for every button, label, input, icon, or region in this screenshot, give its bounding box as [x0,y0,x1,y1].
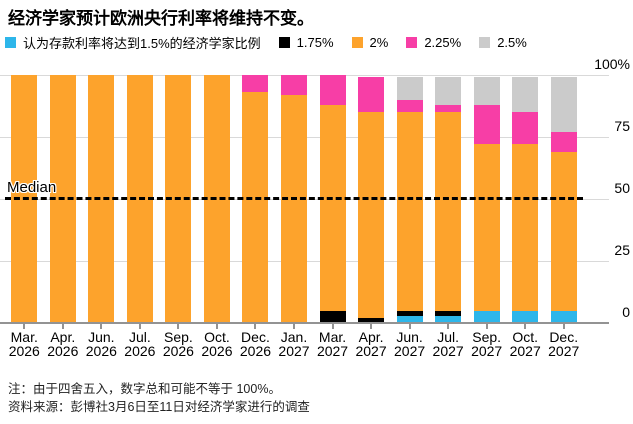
bar-segment [242,92,269,323]
bar-segment [550,132,577,152]
bar-segment [281,75,307,95]
bar-segment [396,315,423,323]
x-axis-label: Apr. 2027 [355,329,387,359]
bar-segment [473,144,500,311]
x-axis-label: Jul. 2027 [432,329,464,359]
y-axis-label: 0 [622,304,630,320]
x-axis-label: Oct. 2026 [201,329,233,359]
legend-label: 2% [369,35,389,50]
bar-segment [473,310,500,323]
bar-segment [512,77,539,113]
x-axis-label: Jul. 2026 [124,329,156,359]
bar-segment [550,151,577,311]
x-axis-tick [138,324,141,329]
x-axis-tick [177,324,180,329]
bar-segment [319,104,346,311]
y-axis-label: 25 [614,242,630,258]
bar-segment [435,315,462,323]
bar-segment [473,77,500,105]
x-axis-line [0,322,609,324]
bar-segment [319,75,346,105]
legend-item: 2% [351,35,389,50]
x-axis-tick [215,324,218,329]
legend-label: 2.25% [424,35,462,50]
x-axis-tick [408,324,411,329]
bar-segment [396,99,423,113]
x-axis-tick [331,324,334,329]
bar-segment [358,77,385,113]
legend-item: 1.75% [278,35,334,50]
chart-title: 经济学家预计欧洲央行利率将维持不变。 [8,9,314,28]
median-line [5,197,583,200]
x-axis-tick [61,324,64,329]
legend-label: 1.75% [296,35,334,50]
x-axis-label: Sep. 2027 [471,329,503,359]
x-axis-tick [100,324,103,329]
y-axis-label: 50 [614,180,630,196]
bar-segment [512,144,539,311]
chart-footer: 注：由于四舍五入，数字总和可能不等于 100%。 资料来源：彭博社3月6日至11… [8,381,310,416]
bar-segment [242,75,269,93]
blue-swatch-icon [5,37,16,48]
x-axis-label: Jan. 2027 [278,329,310,359]
legend-item: 认为存款利率将达到1.5%的经济学家比例 [5,33,261,52]
x-axis-label: Mar. 2027 [316,329,349,359]
x-axis-tick [254,324,257,329]
bar-segment [281,94,307,323]
x-axis-tick [524,324,527,329]
x-axis-tick [23,324,26,329]
bar-segment [435,112,462,311]
bar-segment [550,77,577,133]
x-axis-label: Mar. 2026 [8,329,40,359]
orange-swatch-icon [351,37,363,48]
legend-item: 2.25% [406,35,461,50]
bar-segment [396,77,423,100]
y-axis-label: 100% [594,56,630,72]
x-axis-label: Dec. 2027 [548,329,580,359]
bar-segment [435,77,462,105]
bar-segment [512,112,539,145]
bar-segment [396,112,423,311]
x-axis-tick [447,324,450,329]
x-axis-label: Oct. 2027 [509,329,541,359]
bar-segment [358,318,385,323]
bar-segment [396,310,423,316]
median-label: Median [7,179,57,196]
legend: 认为存款利率将达到1.5%的经济学家比例 1.75% 2% 2.25% 2.5% [5,33,527,52]
rounding-footnote: 注：由于四舍五入，数字总和可能不等于 100%。 [8,382,281,396]
bar-segment [473,104,500,145]
bar-segment [358,112,385,319]
pink-swatch-icon [406,37,418,48]
bar-segment [319,310,346,323]
gray-swatch-icon [479,37,491,48]
x-axis-label: Dec. 2026 [239,329,272,359]
source-note: 资料来源：彭博社3月6日至11日对经济学家进行的调查 [8,399,310,414]
x-axis-tick [485,324,488,329]
x-axis-label: Apr. 2026 [47,329,79,359]
legend-item: 2.5% [479,35,527,50]
x-axis-label: Sep. 2026 [162,329,194,359]
x-axis-label: Jun. 2027 [394,329,426,359]
x-axis-tick [293,324,295,329]
bar-segment [550,310,577,323]
bar-segment [435,310,462,316]
legend-label: 认为存款利率将达到1.5%的经济学家比例 [23,36,261,51]
bar-segment [512,310,539,323]
legend-label: 2.5% [497,35,527,50]
x-axis-tick [562,324,565,329]
x-axis-label: Jun. 2026 [85,329,117,359]
y-axis-label: 75 [614,118,630,134]
bar-segment [435,104,462,113]
black-swatch-icon [278,37,290,48]
x-axis-tick [370,324,373,329]
